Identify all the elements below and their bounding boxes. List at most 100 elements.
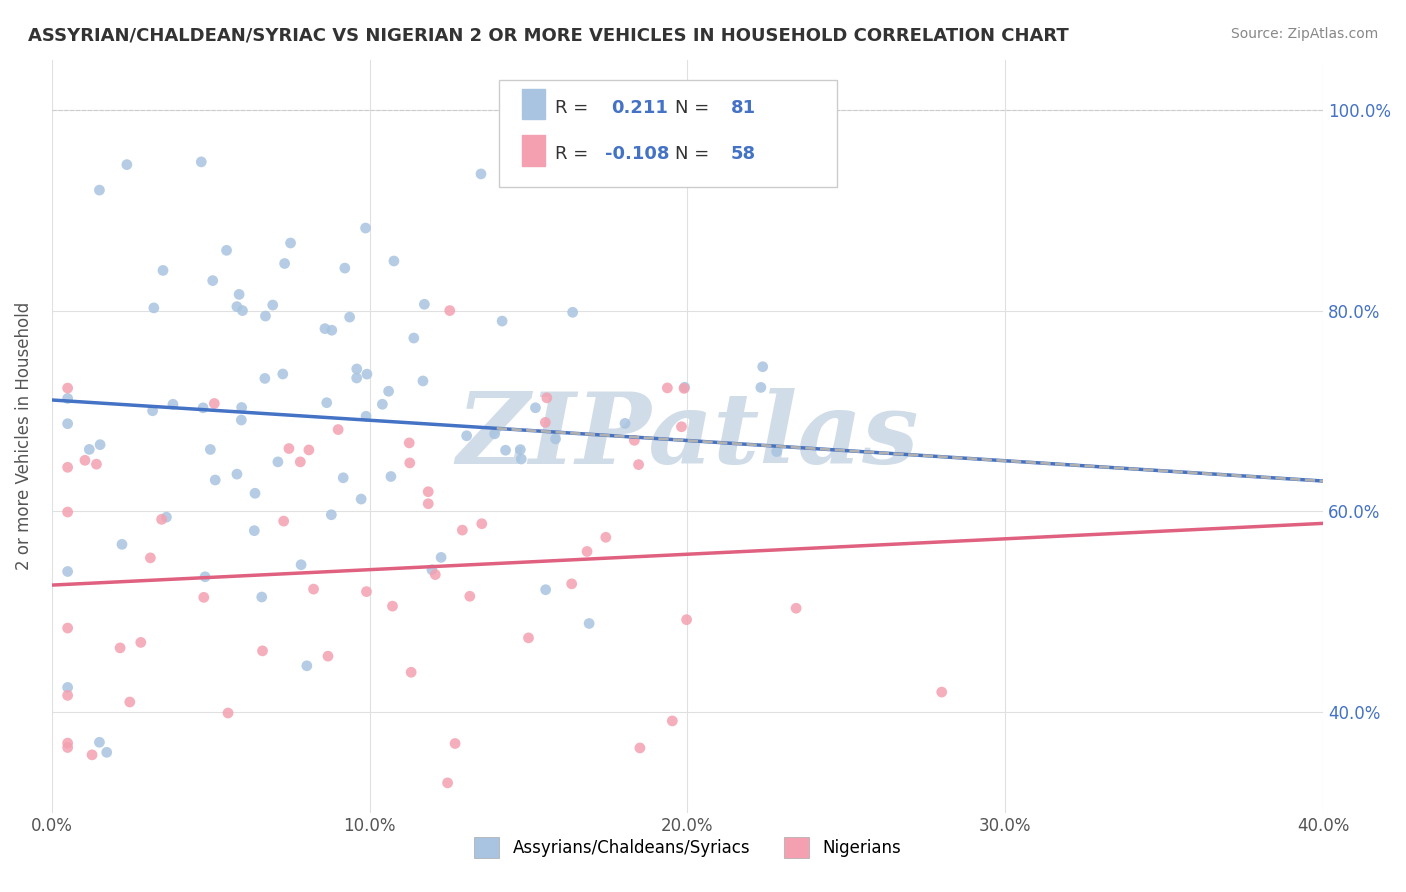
Point (56, 740, 79, 755)
Point (231, 401, 253, 415)
Point (444, 737, 467, 751)
Point (399, 665, 422, 680)
Point (111, 537, 134, 551)
Text: 58: 58 (731, 145, 756, 162)
Point (89, 183, 111, 197)
Point (56, 681, 79, 695)
Text: Source: ZipAtlas.com: Source: ZipAtlas.com (1230, 27, 1378, 41)
Point (749, 380, 772, 394)
Point (155, 510, 177, 524)
Point (194, 570, 217, 584)
Point (534, 416, 557, 430)
Point (332, 471, 354, 485)
Text: N =: N = (675, 99, 709, 117)
Point (509, 442, 531, 457)
Point (254, 309, 277, 323)
Point (80, 747, 103, 762)
Text: R =: R = (555, 99, 589, 117)
Point (243, 486, 266, 500)
Point (657, 381, 679, 395)
Point (193, 591, 215, 605)
Text: N =: N = (675, 145, 709, 162)
Point (321, 508, 343, 522)
Text: 81: 81 (731, 99, 756, 117)
Point (202, 396, 225, 410)
Point (402, 331, 425, 345)
Point (56, 565, 79, 579)
Point (398, 456, 420, 470)
Point (350, 491, 373, 506)
Point (536, 391, 558, 405)
Point (576, 544, 599, 558)
Point (491, 314, 513, 328)
Point (614, 417, 637, 431)
Point (302, 582, 325, 596)
Text: ASSYRIAN/CHALDEAN/SYRIAC VS NIGERIAN 2 OR MORE VEHICLES IN HOUSEHOLD CORRELATION: ASSYRIAN/CHALDEAN/SYRIAC VS NIGERIAN 2 O… (28, 27, 1069, 45)
Point (517, 631, 540, 645)
Point (333, 261, 356, 276)
Point (108, 640, 131, 655)
Point (243, 524, 266, 538)
Point (430, 550, 453, 565)
Text: 0.211: 0.211 (612, 99, 668, 117)
Point (470, 167, 492, 181)
Point (191, 401, 214, 415)
Point (356, 584, 378, 599)
Point (673, 380, 696, 394)
Point (86, 457, 108, 471)
Point (271, 367, 294, 381)
Point (671, 419, 693, 434)
Point (56, 381, 79, 395)
Point (413, 297, 436, 311)
Point (339, 310, 361, 325)
Point (346, 371, 368, 385)
Point (595, 530, 617, 544)
Point (142, 301, 165, 315)
Point (262, 298, 284, 312)
Point (77, 442, 100, 457)
Point (456, 429, 478, 443)
Point (673, 381, 696, 395)
Point (354, 221, 377, 235)
Point (217, 706, 239, 720)
Point (250, 590, 273, 604)
Point (381, 599, 404, 614)
Point (280, 235, 302, 250)
Point (371, 397, 394, 411)
Point (139, 550, 162, 565)
Point (129, 635, 152, 649)
Point (56, 689, 79, 703)
Point (252, 644, 274, 658)
Point (201, 274, 224, 288)
Point (228, 287, 250, 301)
Point (152, 263, 174, 277)
Point (150, 512, 173, 526)
Point (675, 613, 697, 627)
Point (561, 305, 583, 319)
Point (190, 154, 212, 169)
Point (315, 395, 337, 409)
Point (751, 359, 773, 374)
Point (56, 736, 79, 750)
Point (72, 846, 94, 860)
Point (382, 254, 405, 268)
Point (425, 567, 447, 582)
Point (225, 300, 247, 314)
Point (253, 371, 276, 385)
Point (495, 443, 517, 458)
Point (534, 582, 557, 597)
Point (412, 374, 434, 388)
Text: R =: R = (555, 145, 589, 162)
Point (162, 397, 184, 411)
Point (931, 685, 953, 699)
Point (354, 409, 377, 424)
Point (544, 432, 567, 446)
Point (56, 505, 79, 519)
Point (204, 473, 226, 487)
Point (56, 621, 79, 635)
Point (346, 362, 368, 376)
Point (524, 401, 547, 415)
Point (380, 469, 402, 483)
Point (89, 735, 111, 749)
Point (142, 403, 165, 417)
